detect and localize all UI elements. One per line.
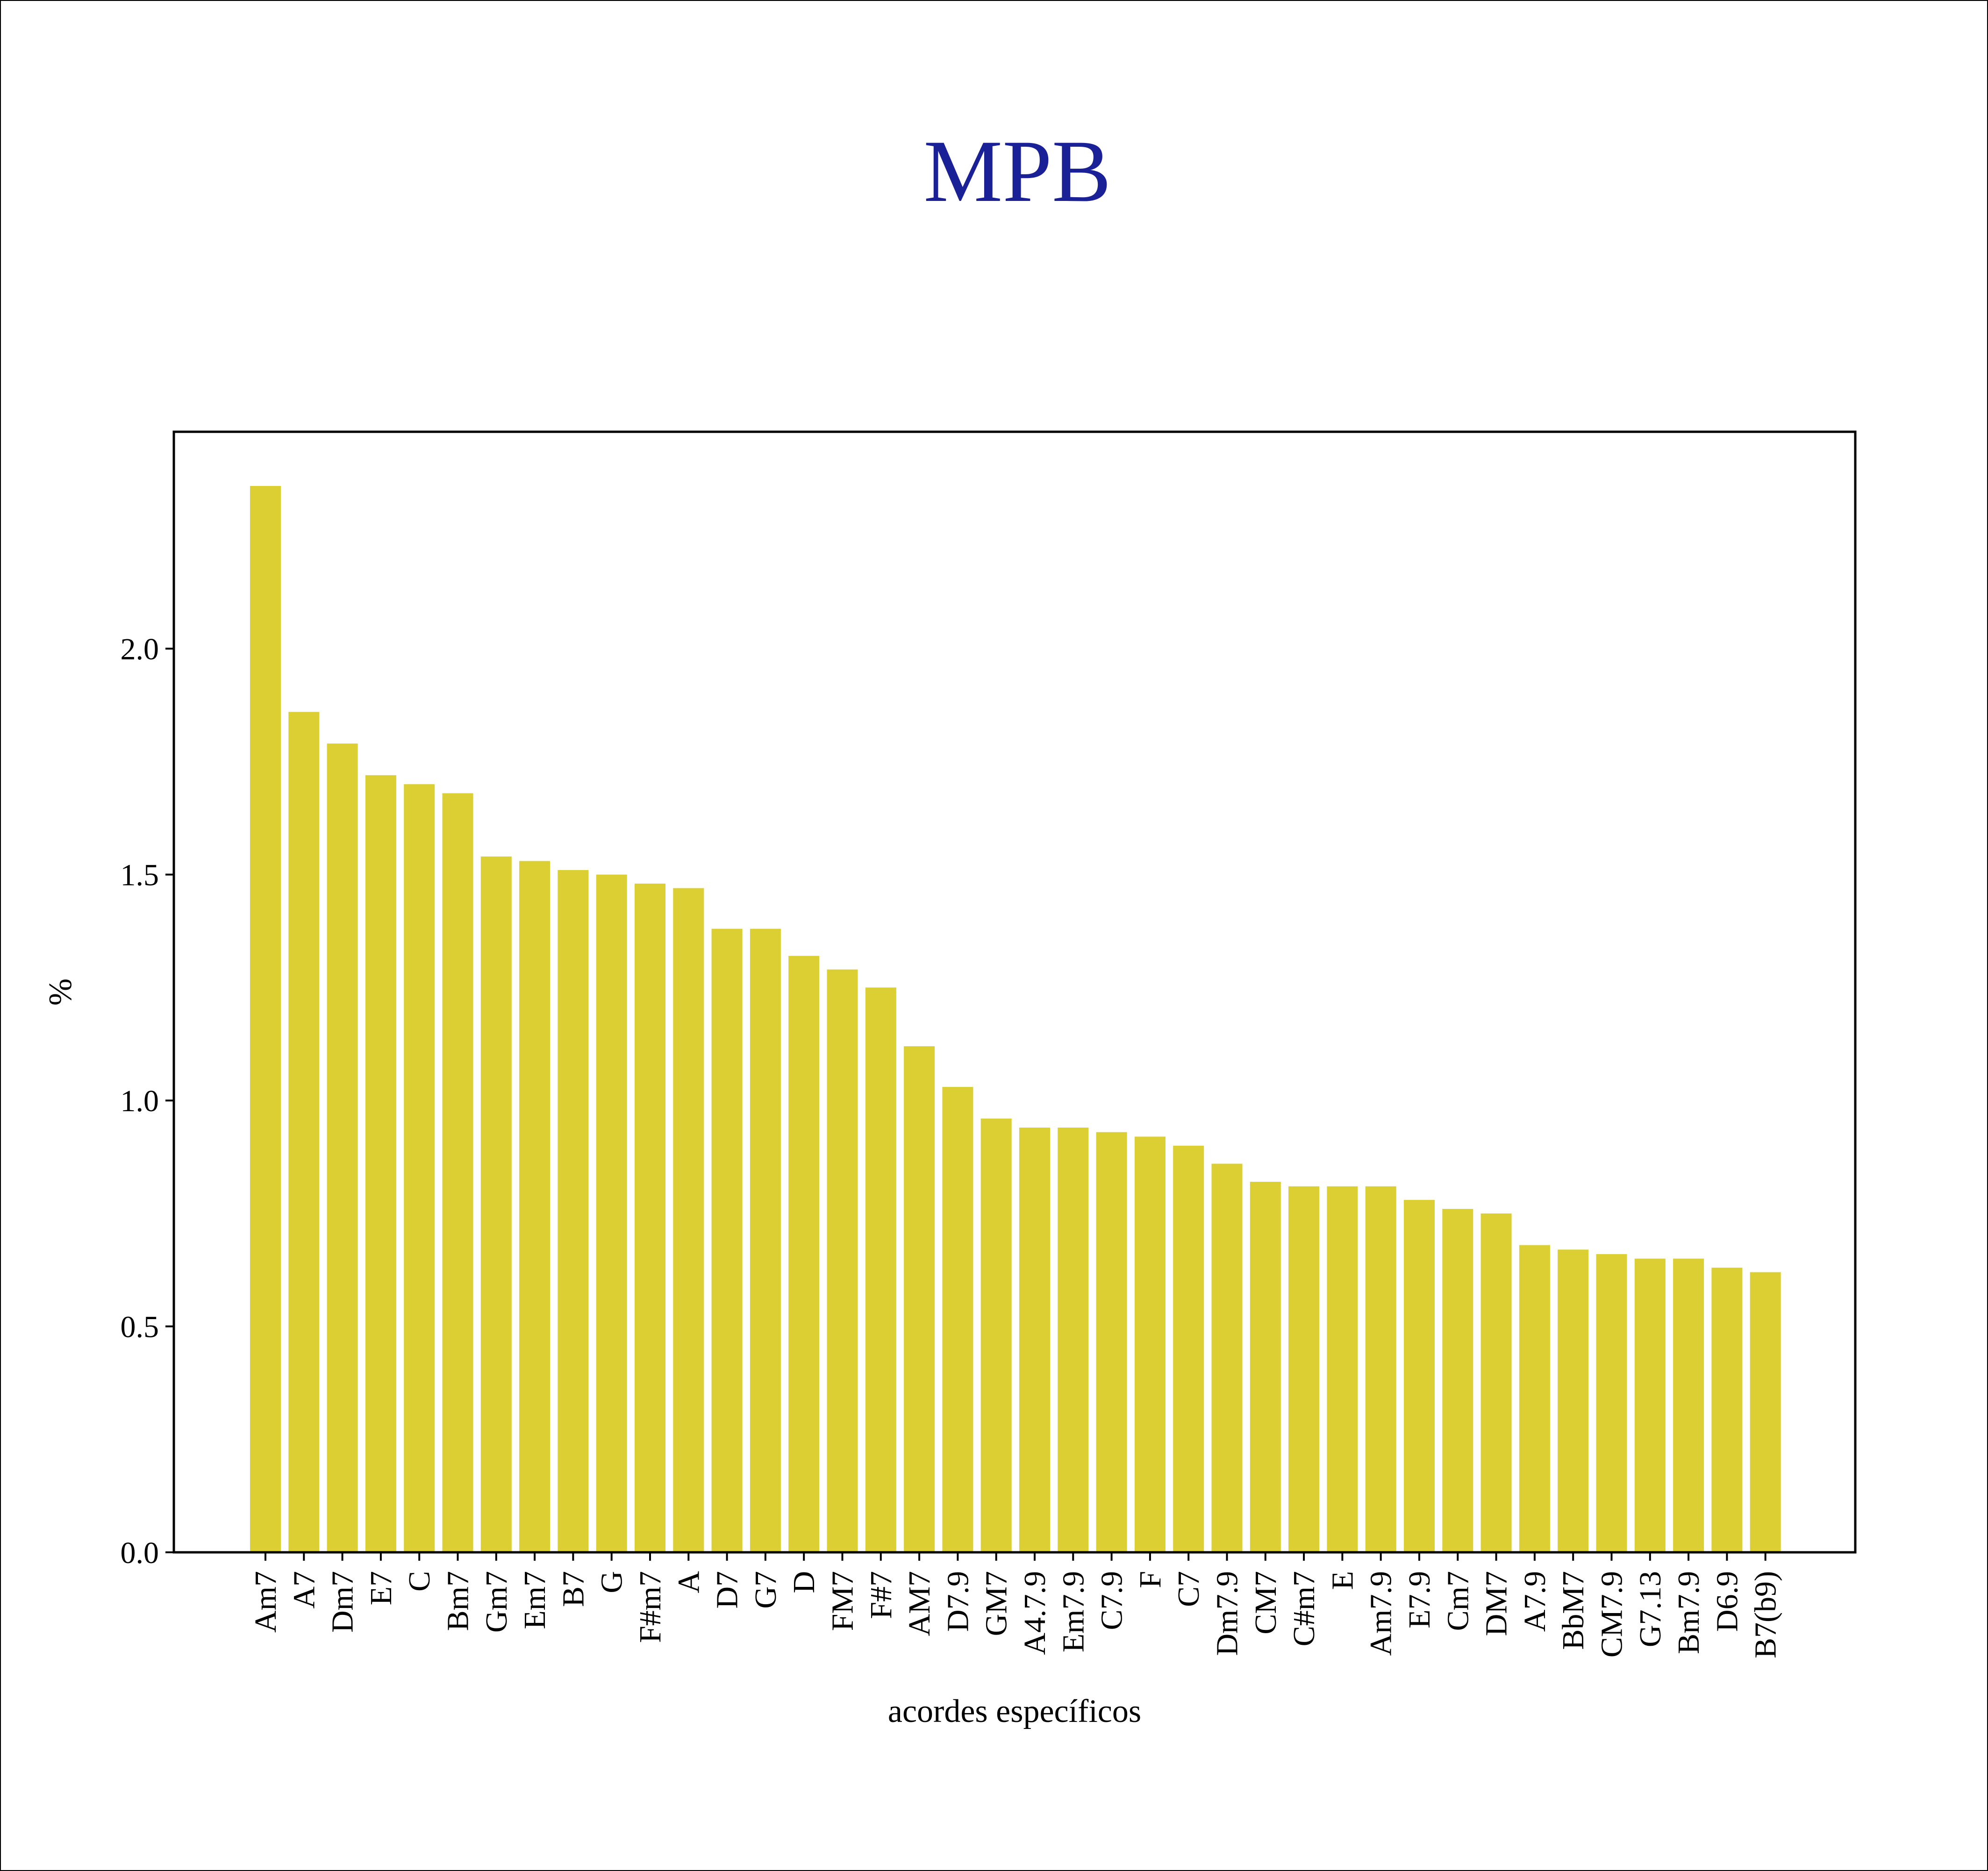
bar-Cm7 bbox=[1442, 1209, 1473, 1552]
x-tick-label: Em7 bbox=[518, 1571, 552, 1629]
x-tick-label: DM7 bbox=[1480, 1571, 1514, 1636]
x-tick-label: A7.9 bbox=[1518, 1571, 1552, 1632]
y-tick-label: 1.5 bbox=[121, 858, 159, 893]
bar-D6.9 bbox=[1711, 1267, 1743, 1552]
bar-FM7 bbox=[827, 969, 858, 1552]
bar-D7.9 bbox=[942, 1087, 973, 1552]
bar-Am7.9 bbox=[1365, 1186, 1396, 1552]
bar-B7(b9) bbox=[1750, 1272, 1781, 1552]
y-tick-label: 0.0 bbox=[121, 1536, 159, 1570]
x-tick-label: Bm7 bbox=[441, 1571, 475, 1631]
bar-Bm7.9 bbox=[1673, 1258, 1704, 1552]
bars-layer bbox=[250, 486, 1781, 1553]
y-tick-label: 2.0 bbox=[121, 632, 159, 666]
x-tick-label: E7 bbox=[364, 1571, 398, 1605]
x-tick-label: G7.13 bbox=[1633, 1571, 1667, 1647]
bar-G bbox=[596, 874, 627, 1552]
bar-F#m7 bbox=[635, 883, 665, 1552]
x-tick-label: Am7 bbox=[249, 1571, 283, 1633]
x-tick-label: D6.9 bbox=[1710, 1571, 1744, 1632]
x-tick-label: A bbox=[672, 1571, 706, 1593]
bar-DM7 bbox=[1480, 1213, 1512, 1552]
bar-Dm7 bbox=[327, 743, 358, 1552]
y-tick-label: 0.5 bbox=[121, 1310, 159, 1344]
x-tick-label: E7.9 bbox=[1402, 1571, 1437, 1628]
bar-F bbox=[1134, 1136, 1166, 1552]
bar-A4.7.9 bbox=[1019, 1128, 1050, 1552]
y-tick-label: 1.0 bbox=[121, 1084, 159, 1118]
x-tick-label: Gm7 bbox=[479, 1571, 514, 1633]
x-tick-label: G7 bbox=[749, 1571, 783, 1609]
y-axis: 0.0 0.5 1.0 1.5 2.0 bbox=[121, 632, 174, 1570]
x-tick-label: BbM7 bbox=[1556, 1571, 1590, 1650]
bar-A7.9 bbox=[1519, 1245, 1550, 1552]
x-tick-label: D7 bbox=[710, 1571, 744, 1609]
plot-area-frame bbox=[172, 430, 1857, 1554]
x-tick-label: Cm7 bbox=[1441, 1571, 1475, 1631]
bar-G7.13 bbox=[1634, 1258, 1666, 1552]
bar-A7 bbox=[288, 712, 320, 1552]
x-axis-label: acordes específicos bbox=[888, 1693, 1141, 1729]
bar-Gm7 bbox=[480, 856, 512, 1552]
bar-G7 bbox=[750, 928, 781, 1552]
bar-D7 bbox=[711, 928, 743, 1552]
bar-CM7.9 bbox=[1596, 1254, 1627, 1552]
y-axis-label: % bbox=[43, 978, 79, 1006]
x-tick-label: B7(b9) bbox=[1749, 1571, 1783, 1658]
x-tick-label: B7 bbox=[556, 1571, 590, 1607]
x-tick-label: Am7.9 bbox=[1364, 1571, 1398, 1656]
bar-Am7 bbox=[250, 486, 281, 1552]
bar-C bbox=[404, 784, 435, 1552]
bar-C#m7 bbox=[1288, 1186, 1320, 1552]
x-tick-label: C7.9 bbox=[1095, 1571, 1129, 1630]
x-tick-label: C7 bbox=[1172, 1571, 1206, 1607]
x-tick-label: A4.7.9 bbox=[1018, 1571, 1052, 1655]
x-tick-label: CM7 bbox=[1249, 1571, 1283, 1635]
bar-Dm7.9 bbox=[1211, 1164, 1243, 1552]
x-tick-label: Bm7.9 bbox=[1672, 1571, 1706, 1654]
bar-AM7 bbox=[904, 1046, 935, 1552]
x-tick-label: Dm7 bbox=[326, 1571, 360, 1633]
x-tick-label: F#m7 bbox=[633, 1571, 667, 1643]
x-tick-label: FM7 bbox=[826, 1571, 860, 1631]
bar-Em7.9 bbox=[1058, 1128, 1089, 1552]
bar-C7 bbox=[1173, 1145, 1204, 1552]
bar-E7 bbox=[365, 775, 396, 1552]
bar-C7.9 bbox=[1096, 1132, 1127, 1553]
bar-B7 bbox=[558, 870, 589, 1552]
bar-A bbox=[673, 888, 704, 1552]
x-tick-label: F#7 bbox=[864, 1571, 898, 1619]
x-tick-label: D7.9 bbox=[941, 1571, 975, 1632]
bar-E7.9 bbox=[1404, 1200, 1435, 1552]
x-tick-label: GM7 bbox=[980, 1571, 1014, 1636]
chart-title: MPB bbox=[923, 122, 1111, 221]
bar-F#7 bbox=[865, 987, 896, 1552]
bar-D bbox=[788, 956, 820, 1552]
x-tick-label: E bbox=[1325, 1571, 1359, 1590]
bar-Em7 bbox=[519, 861, 551, 1552]
bar-Bm7 bbox=[442, 793, 473, 1552]
x-axis: Am7 A7 Dm7 E7 C Bm7 Gm7 Em7 B7 G F#m7 A D7 G7 D FM7 F#7 A… bbox=[249, 1552, 1783, 1658]
x-tick-label: D bbox=[787, 1571, 821, 1593]
bar-E bbox=[1327, 1186, 1358, 1552]
x-tick-label: AM7 bbox=[902, 1571, 937, 1636]
x-tick-label: Dm7.9 bbox=[1210, 1571, 1244, 1656]
x-tick-label: C bbox=[402, 1571, 436, 1592]
bar-BbM7 bbox=[1558, 1250, 1589, 1552]
x-tick-label: A7 bbox=[287, 1571, 321, 1609]
x-tick-label: Em7.9 bbox=[1056, 1571, 1090, 1652]
bar-CM7 bbox=[1250, 1182, 1281, 1552]
x-tick-label: C#m7 bbox=[1287, 1571, 1321, 1646]
x-tick-label: CM7.9 bbox=[1595, 1571, 1629, 1657]
x-tick-label: F bbox=[1133, 1571, 1167, 1588]
x-tick-label: G bbox=[595, 1571, 629, 1593]
bar-GM7 bbox=[980, 1118, 1012, 1552]
